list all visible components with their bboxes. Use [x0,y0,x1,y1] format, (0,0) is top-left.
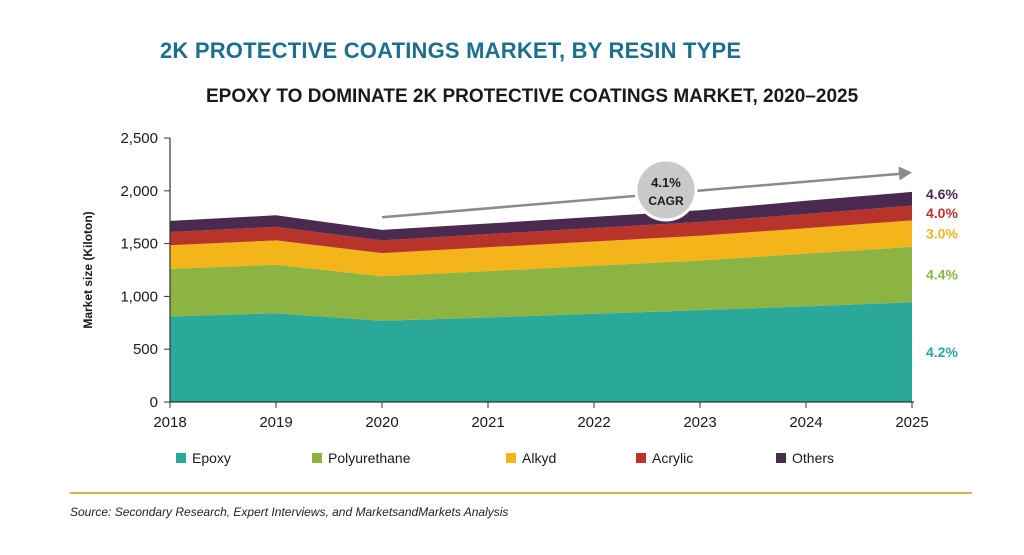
y-tick-label: 1,500 [120,236,158,253]
legend-label: Alkyd [522,450,557,466]
x-tick-label: 2020 [365,414,398,431]
legend-label: Polyurethane [328,450,411,466]
cagr-badge-label: CAGR [648,194,684,208]
x-tick-label: 2023 [683,414,716,431]
cagr-badge-value: 4.1% [651,175,681,190]
y-tick-label: 0 [150,394,158,411]
area-epoxy [170,302,912,402]
legend-item-others: Others [776,450,834,466]
x-tick-label: 2021 [471,414,504,431]
legend-swatch [776,453,786,463]
y-tick-label: 2,000 [120,183,158,200]
chart-subtitle: EPOXY TO DOMINATE 2K PROTECTIVE COATINGS… [206,86,859,107]
cagr-label-polyurethane: 4.4% [926,266,958,282]
x-tick-label: 2025 [895,414,928,431]
chart-title: 2K PROTECTIVE COATINGS MARKET, BY RESIN … [160,38,742,63]
legend-item-epoxy: Epoxy [176,450,231,466]
y-axis-label: Market size (Kiloton) [81,211,95,328]
y-tick-label: 2,500 [120,130,158,147]
legend-item-polyurethane: Polyurethane [312,450,411,466]
legend-item-alkyd: Alkyd [506,450,556,466]
area-acrylic [170,205,912,254]
stacked-area-chart: 0 500 1,000 1,500 2,000 2,500 2018 2019 2020 202… [81,130,958,431]
area-others [170,191,912,241]
cagr-badge [634,158,698,222]
legend: Epoxy Polyurethane Alkyd Acrylic Others [176,450,896,472]
y-tick-label: 1,000 [120,288,158,305]
x-tick-label: 2022 [577,414,610,431]
cagr-label-others: 4.6% [926,186,958,202]
legend-label: Acrylic [652,450,694,466]
cagr-label-acrylic: 4.0% [926,205,958,221]
legend-label: Others [792,450,835,466]
legend-swatch [636,453,646,463]
legend-swatch [506,453,516,463]
legend-swatch [312,453,322,463]
cagr-label-alkyd: 3.0% [926,226,958,242]
legend-swatch [176,453,186,463]
source-note: Source: Secondary Research, Expert Inter… [70,505,509,519]
legend-label: Epoxy [192,450,231,466]
x-tick-label: 2018 [153,414,186,431]
divider [70,492,972,494]
legend-item-acrylic: Acrylic [636,450,693,466]
cagr-arrow-head [898,166,912,181]
area-alkyd [170,220,912,277]
area-polyurethane [170,246,912,321]
x-tick-label: 2024 [789,414,822,431]
cagr-label-epoxy: 4.2% [926,344,958,360]
y-tick-label: 500 [133,341,158,358]
x-tick-label: 2019 [259,414,292,431]
